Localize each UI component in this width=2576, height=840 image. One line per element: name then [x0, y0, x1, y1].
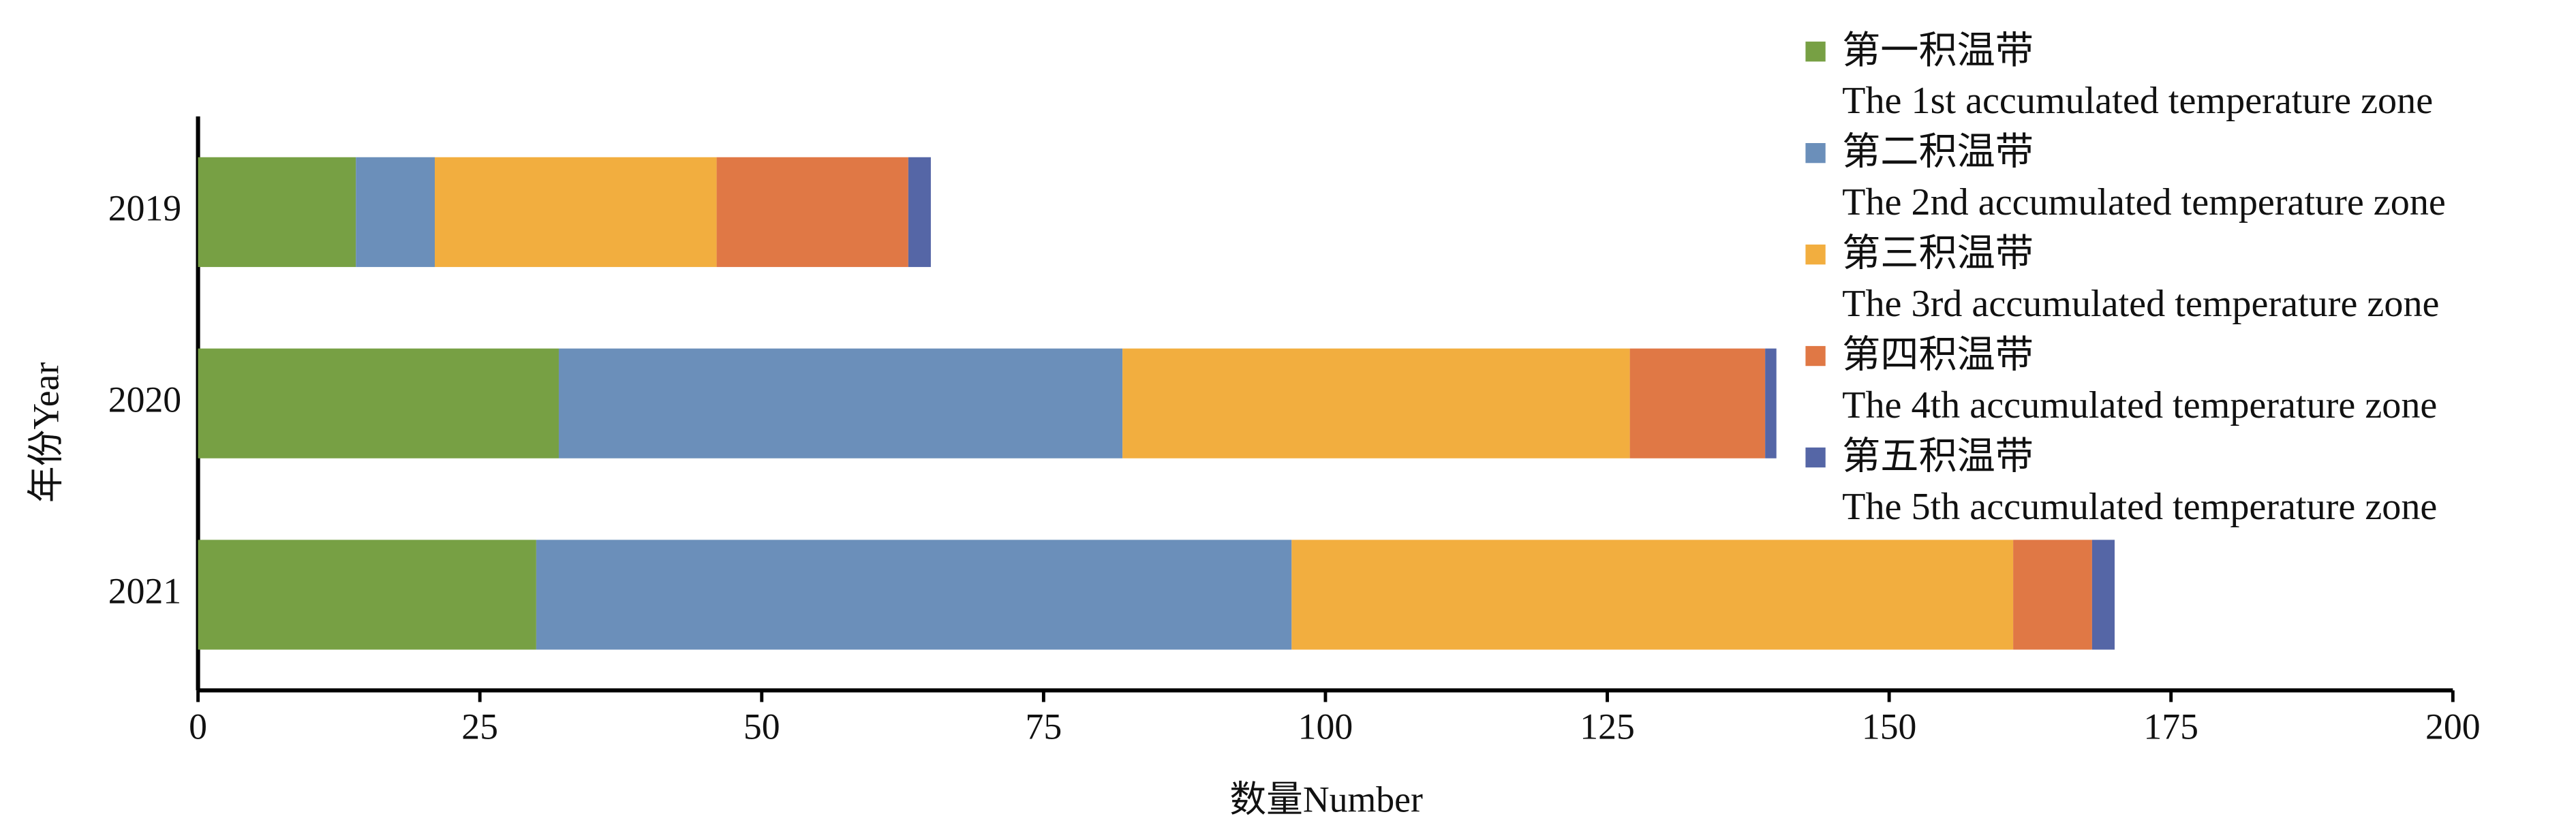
x-tick-label: 175: [2143, 706, 2198, 747]
legend-item: 第二积温带 The 2nd accumulated temperature zo…: [1805, 128, 2446, 228]
bar-segment: [198, 348, 559, 458]
bar-segment: [1291, 540, 2014, 650]
y-axis-label: 年份Year: [26, 362, 67, 503]
x-tick-label: 200: [2425, 706, 2481, 747]
x-axis-label: 数量Number: [1229, 779, 1423, 820]
legend-swatch: [1805, 42, 1826, 62]
x-tick-label: 75: [1025, 706, 1062, 747]
legend-label: 第五积温带 The 5th accumulated temperature zo…: [1842, 435, 2438, 528]
bar-segment: [1122, 348, 1630, 458]
legend-item: 第五积温带 The 5th accumulated temperature zo…: [1805, 433, 2437, 533]
legend-label: 第三积温带 The 3rd accumulated temperature zo…: [1842, 232, 2440, 325]
x-tick-label: 100: [1298, 706, 1353, 747]
bar-segment: [536, 540, 1292, 650]
legend-swatch: [1805, 447, 1826, 468]
legend-item: 第三积温带 The 3rd accumulated temperature zo…: [1805, 230, 2439, 330]
bar-segment: [356, 157, 435, 267]
bar-segment: [908, 157, 931, 267]
legend-label: 第四积温带 The 4th accumulated temperature zo…: [1842, 334, 2438, 426]
legend-swatch: [1805, 345, 1826, 367]
bar-segment: [434, 157, 717, 267]
y-tick-label: 2019: [108, 188, 181, 229]
legend-label: 第二积温带 The 2nd accumulated temperature zo…: [1842, 131, 2446, 223]
x-tick-label: 50: [743, 706, 780, 747]
x-tick-label: 125: [1580, 706, 1635, 747]
bar-segment: [198, 157, 356, 267]
legend-swatch: [1805, 142, 1826, 164]
x-tick-label: 150: [1862, 706, 1917, 747]
x-tick-label: 0: [189, 706, 207, 747]
legend-item: 第四积温带 The 4th accumulated temperature zo…: [1805, 331, 2437, 431]
legend-label: 第一积温带 The 1st accumulated temperature zo…: [1842, 29, 2434, 122]
y-tick-label: 2021: [108, 570, 181, 611]
legend-item: 第一积温带 The 1st accumulated temperature zo…: [1805, 27, 2433, 127]
bar-segment: [2091, 540, 2115, 650]
bar-segment: [558, 348, 1123, 458]
legend-swatch: [1805, 244, 1826, 265]
bar-segment: [1629, 348, 1766, 458]
bar-segment: [716, 157, 908, 267]
y-tick-label: 2020: [108, 379, 181, 420]
x-tick-label: 25: [461, 706, 498, 747]
bar-segment: [1765, 348, 1777, 458]
bar-segment: [2013, 540, 2092, 650]
bar-segment: [198, 540, 536, 650]
